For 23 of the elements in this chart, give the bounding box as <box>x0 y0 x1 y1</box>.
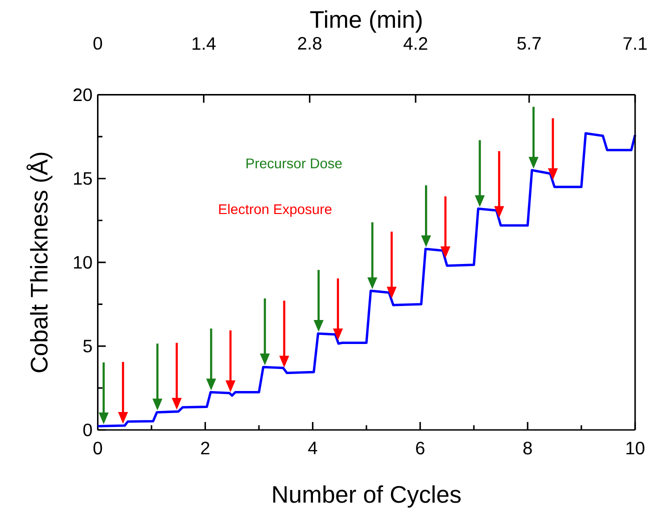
y-tick-label: 5 <box>83 340 92 353</box>
y-tick-label: 20 <box>74 88 92 102</box>
x-axis-title: Number of Cycles <box>273 485 461 508</box>
x-tick-label: 0 <box>93 442 102 455</box>
x2-axis-title: Time (min) <box>310 10 422 33</box>
y-axis-title: Cobalt Thickness (Å) <box>26 152 52 372</box>
annotation: Precursor Dose <box>246 158 342 168</box>
line-series <box>96 132 636 428</box>
x-tick-label: 8 <box>523 442 532 455</box>
x2-tick-label: 7.1 <box>624 37 647 50</box>
x-tick-label: 6 <box>416 442 424 455</box>
x2-tick-label: 0 <box>93 37 102 50</box>
x-tick-label: 2 <box>201 442 210 454</box>
x2-tick-label: 4.2 <box>404 37 428 50</box>
x2-tick-label: 1.4 <box>192 37 216 50</box>
y-tick-label: 10 <box>74 256 92 269</box>
annotation: Electron Exposure <box>219 204 332 218</box>
x-tick-label: 10 <box>626 442 644 455</box>
x2-tick-label: 5.7 <box>517 37 541 50</box>
y-tick-label: 0 <box>83 424 92 436</box>
y-tick-label: 15 <box>74 172 92 185</box>
x2-tick-label: 2.8 <box>298 37 322 50</box>
x-tick-label: 4 <box>308 442 318 454</box>
